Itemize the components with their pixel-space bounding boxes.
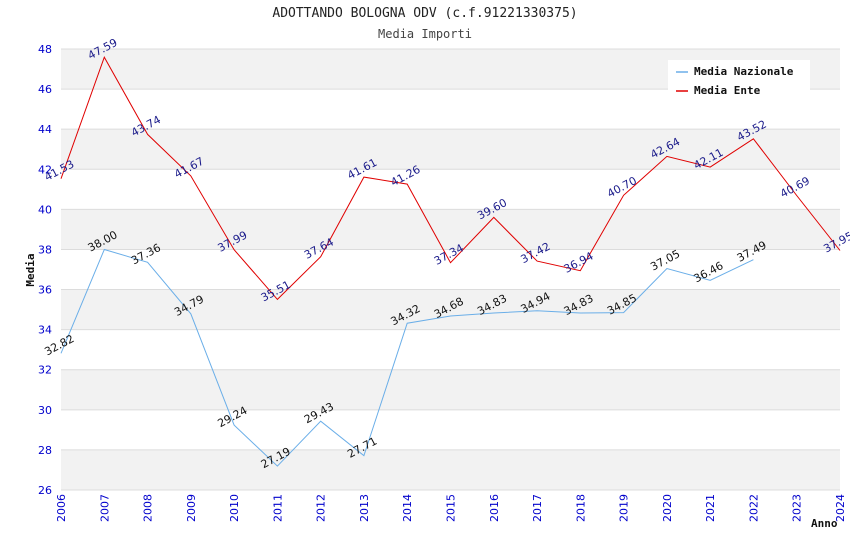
x-tick-label: 2013	[358, 494, 371, 522]
x-tick-label: 2010	[228, 494, 241, 522]
grid-band	[61, 329, 840, 370]
x-tick-label: 2016	[488, 494, 501, 522]
y-axis-ticks: 26 28 30 32 34 36 38 40 42 44 46 48	[38, 43, 52, 497]
x-tick-label: 2017	[531, 494, 544, 522]
x-tick-label: 2014	[401, 494, 414, 522]
x-tick-label: 2024	[834, 494, 847, 522]
series-line-media-nazionale	[60, 248, 754, 467]
legend-label-media-ente: Media Ente	[694, 84, 761, 97]
x-tick-label: 2021	[704, 494, 717, 522]
x-tick-label: 2019	[618, 494, 631, 522]
y-tick-label: 28	[38, 444, 52, 457]
x-tick-label: 2011	[271, 494, 284, 522]
y-tick-label: 46	[38, 83, 52, 96]
grid-band	[61, 409, 840, 450]
y-tick-label: 48	[38, 43, 52, 56]
x-tick-label: 2015	[445, 494, 458, 522]
x-axis-label: Anno	[811, 517, 838, 530]
y-tick-label: 26	[38, 484, 52, 497]
series-lines	[60, 55, 841, 467]
x-axis-ticks: 2006 2007 2008 2009 2010 2011 2012 2013 2014 2015…	[55, 494, 847, 522]
grid-band	[61, 249, 840, 290]
legend: Media Nazionale Media Ente	[668, 60, 810, 102]
x-tick-label: 2018	[574, 494, 587, 522]
chart-title: ADOTTANDO BOLOGNA ODV (c.f.91221330375)	[272, 6, 578, 21]
grid-band	[61, 449, 840, 490]
y-axis-label: Media	[24, 253, 37, 286]
x-tick-label: 2007	[98, 494, 111, 522]
series-line-media-ente	[60, 55, 841, 301]
grid-band	[61, 369, 840, 410]
y-tick-label: 44	[38, 123, 52, 136]
y-tick-label: 32	[38, 364, 52, 377]
chart-subtitle: Media Importi	[378, 27, 472, 41]
x-tick-label: 2009	[185, 494, 198, 522]
x-tick-label: 2006	[55, 494, 68, 522]
x-tick-label: 2012	[315, 494, 328, 522]
grid-lines	[61, 48, 840, 491]
grid-band	[61, 129, 840, 170]
y-tick-label: 38	[38, 243, 52, 256]
x-tick-label: 2023	[791, 494, 804, 522]
x-tick-label: 2020	[661, 494, 674, 522]
x-tick-label: 2008	[142, 494, 155, 522]
legend-label-media-nazionale: Media Nazionale	[694, 65, 794, 78]
y-tick-label: 34	[38, 324, 52, 337]
grid-band	[61, 289, 840, 330]
legend-box	[668, 60, 810, 102]
y-tick-label: 40	[38, 203, 52, 216]
x-tick-label: 2022	[747, 494, 760, 522]
y-tick-label: 36	[38, 284, 52, 297]
y-tick-label: 30	[38, 404, 52, 417]
grid-band	[61, 209, 840, 250]
y-tick-label: 42	[38, 163, 52, 176]
